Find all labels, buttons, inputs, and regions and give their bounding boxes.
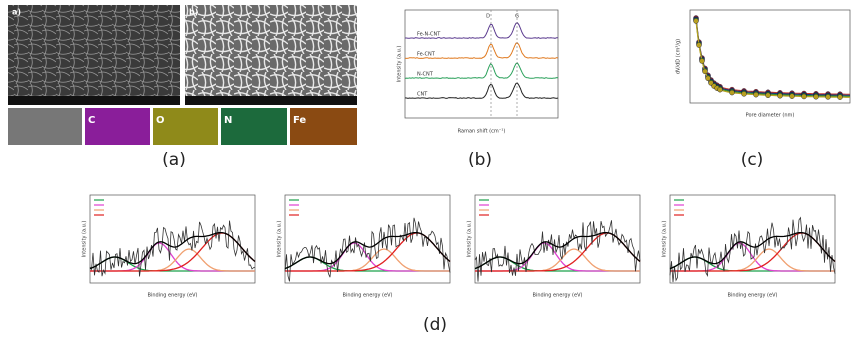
panel-label: (a) [162, 150, 186, 170]
element-label: O [156, 115, 165, 126]
point [705, 75, 711, 82]
axis-title: Pore diameter (nm) [746, 113, 795, 119]
spectrum [405, 22, 559, 39]
sample-label: Fe-CNT [417, 52, 436, 58]
peak-label: G [515, 14, 519, 20]
sample-label: Fe-N-CNT [417, 32, 441, 38]
point [837, 94, 843, 100]
raw-spectrum [669, 216, 836, 283]
sample-label: N-CNT [417, 72, 434, 78]
point [789, 93, 795, 99]
point [801, 93, 807, 100]
envelope [669, 231, 836, 270]
raw-spectrum [284, 217, 451, 282]
sem-info-bar [8, 96, 180, 105]
point [717, 86, 723, 93]
point [813, 94, 819, 100]
point [729, 89, 735, 96]
fit-component [475, 248, 640, 272]
panel-label: (d) [423, 315, 447, 335]
element-label: C [88, 115, 95, 126]
eds-map [153, 108, 218, 145]
axis-title: Intensity (a.u.) [467, 221, 473, 258]
fit-component [285, 248, 450, 272]
curve [695, 17, 850, 95]
sem-thumb [8, 108, 82, 145]
fit-component [285, 232, 451, 272]
point [777, 93, 783, 99]
point [696, 42, 702, 48]
fit-component [90, 232, 256, 272]
axis-title: Binding energy (eV) [533, 293, 583, 299]
spectrum [404, 82, 559, 99]
axis-title: Binding energy (eV) [343, 293, 393, 299]
eds-map [221, 108, 287, 145]
axis-title: Intensity (a.u.) [82, 221, 88, 258]
plot-frame [689, 9, 851, 104]
image-label: a) [12, 8, 21, 17]
plot-frame [474, 194, 641, 284]
point [702, 68, 708, 75]
point [693, 18, 699, 24]
plot-frame [669, 194, 836, 284]
plot-frame [404, 9, 559, 119]
axis-title: Intensity (a.u.) [397, 46, 403, 83]
envelope [284, 231, 451, 270]
panel-label: (c) [741, 150, 764, 170]
point [825, 94, 831, 100]
axis-title: Binding energy (eV) [148, 293, 198, 299]
fit-component [670, 248, 835, 272]
sem-image [8, 5, 180, 105]
element-label: N [224, 115, 232, 126]
element-label: Fe [293, 115, 306, 126]
eds-map [85, 108, 150, 145]
axis-title: Binding energy (eV) [728, 293, 778, 299]
raw-spectrum [89, 220, 256, 277]
panel-label: (b) [468, 150, 492, 170]
sem-info-bar [185, 96, 357, 105]
spectrum [404, 42, 559, 59]
axis-title: Intensity (a.u.) [277, 221, 283, 258]
axis-title: dV/dD (cm³/g) [676, 39, 682, 74]
envelope [474, 231, 641, 270]
sample-label: CNT [417, 92, 428, 98]
image-label: b) [189, 8, 198, 17]
plot-frame [89, 194, 256, 284]
raw-spectrum [474, 220, 641, 282]
point [741, 91, 747, 97]
envelope [89, 231, 256, 270]
point [765, 92, 771, 99]
axis-title: Raman shift (cm⁻¹) [458, 129, 506, 135]
peak-label: D [486, 14, 490, 20]
plot-frame [284, 194, 451, 284]
point [699, 58, 705, 64]
spectrum [404, 62, 559, 79]
point [753, 91, 759, 98]
eds-map [290, 108, 357, 145]
sem-image [185, 5, 357, 105]
axis-title: Intensity (a.u.) [662, 221, 668, 258]
